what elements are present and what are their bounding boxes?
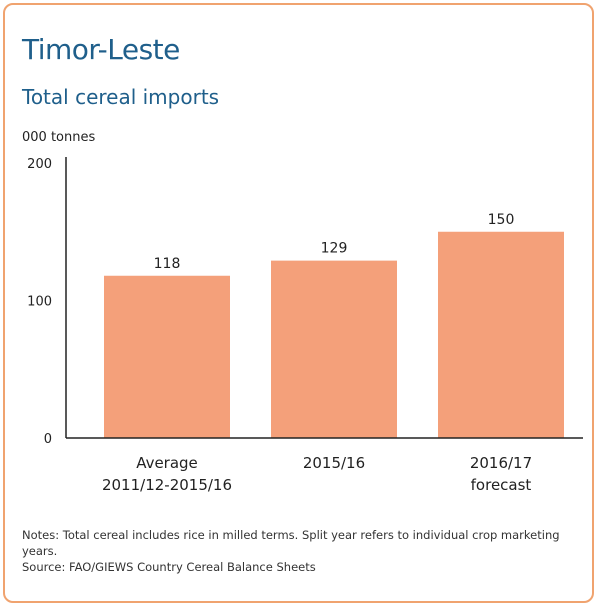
chart-subtitle: Total cereal imports: [22, 85, 220, 109]
chart-title: Timor-Leste: [22, 33, 180, 66]
x-tick-label: 2016/17: [470, 454, 532, 472]
x-tick-label: forecast: [471, 476, 532, 494]
x-tick-label: Average: [136, 454, 198, 472]
bar-chart: 000 tonnes 0 100 200 118 Average 2011/12-2015/…: [22, 130, 583, 494]
data-label: 129: [321, 241, 348, 257]
notes-text: Notes: Total cereal includes rice in mil…: [22, 528, 560, 558]
bar: [271, 260, 397, 438]
x-tick-label: 2015/16: [303, 454, 365, 472]
y-tick-label: 200: [27, 157, 52, 172]
source-text: Source: FAO/GIEWS Country Cereal Balance…: [22, 560, 316, 574]
y-tick-label: 100: [27, 295, 52, 310]
data-label: 118: [154, 256, 181, 272]
data-label: 150: [488, 212, 515, 228]
bar: [438, 231, 564, 438]
y-axis-label: 000 tonnes: [22, 130, 95, 145]
bar: [104, 275, 230, 438]
y-tick-label: 0: [44, 432, 52, 447]
x-tick-label: 2011/12-2015/16: [102, 476, 232, 494]
chart-notes: Notes: Total cereal includes rice in mil…: [22, 527, 582, 575]
